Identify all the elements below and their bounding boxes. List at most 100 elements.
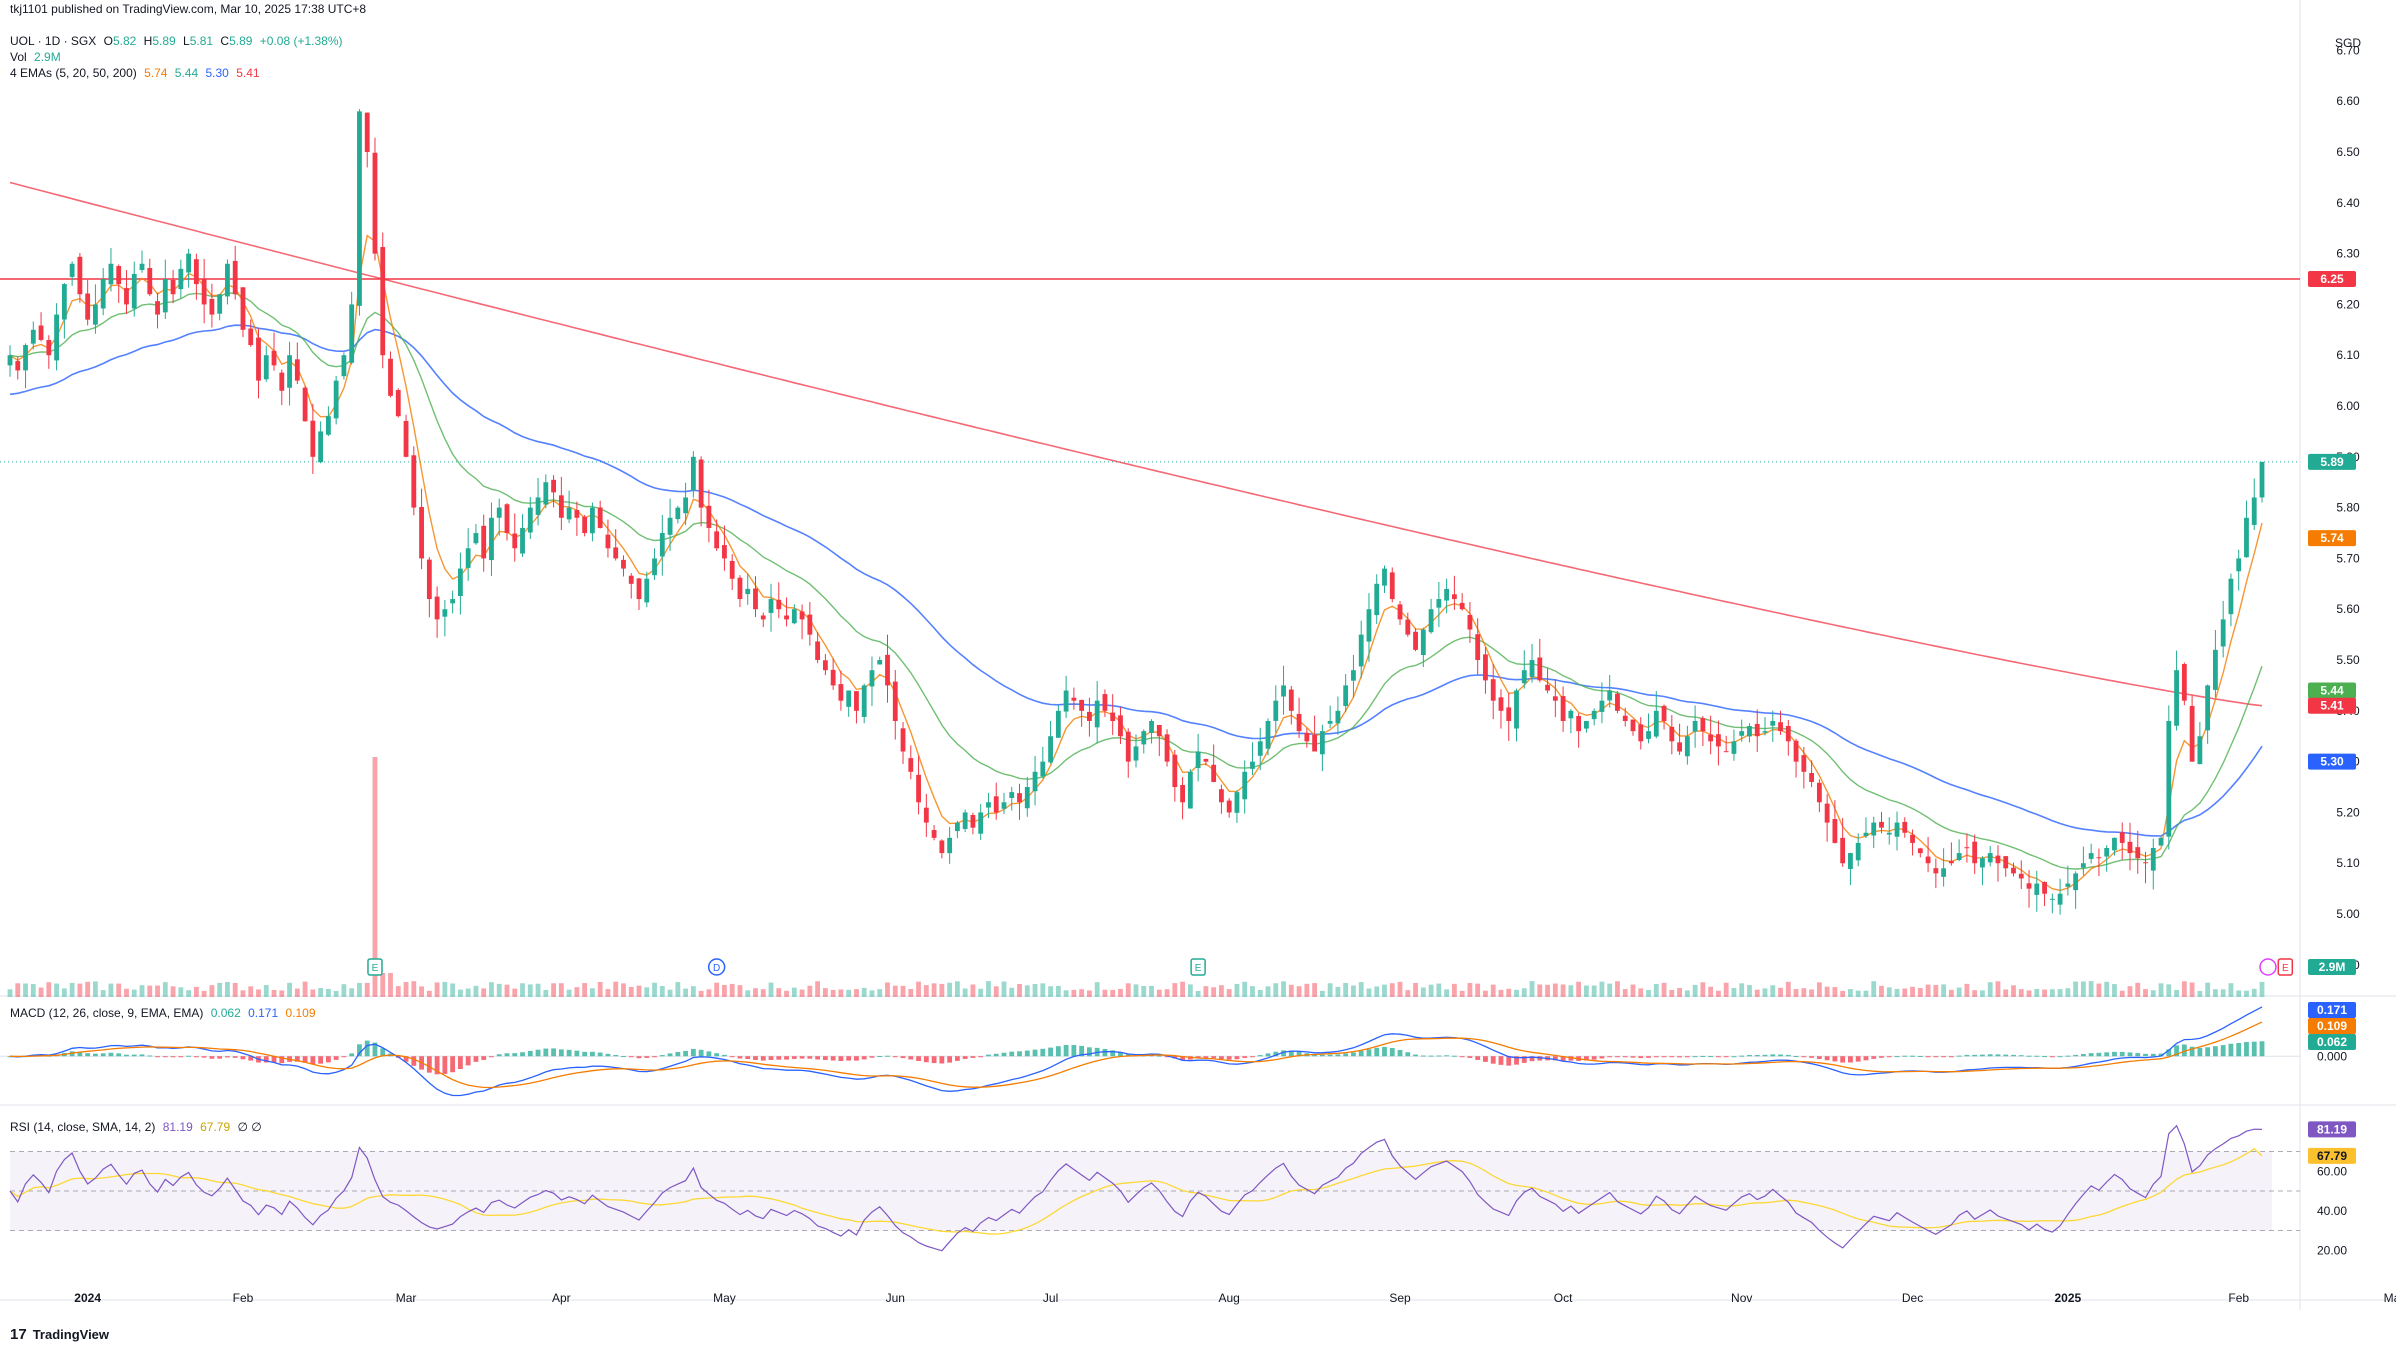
volume-bar xyxy=(1537,984,1543,997)
volume-bar xyxy=(1941,984,1947,997)
macd-hist-bar xyxy=(1226,1056,1232,1060)
volume-bar xyxy=(1366,988,1372,997)
volume-bar xyxy=(1327,983,1333,997)
volume-bar xyxy=(869,990,875,997)
candle-body xyxy=(900,728,906,752)
candle-body xyxy=(838,684,844,701)
candle-body xyxy=(1211,764,1217,782)
macd-hist-bar xyxy=(1754,1055,1760,1057)
tradingview-footer[interactable]: 17 TradingView xyxy=(10,1326,109,1343)
macd-hist-bar xyxy=(892,1056,898,1058)
ohlc-legend: UOL · 1D · SGX O5.82 H5.89 L5.81 C5.89 +… xyxy=(10,34,347,48)
candle-body xyxy=(776,599,782,610)
level-badge: 6.25 xyxy=(2320,272,2344,286)
open-value: 5.82 xyxy=(112,34,137,48)
candle-body xyxy=(2228,578,2234,615)
dividend-marker xyxy=(707,958,726,976)
volume-bar xyxy=(2112,984,2117,997)
candle-body xyxy=(1785,725,1791,742)
candle-body xyxy=(1032,771,1038,792)
candle-body xyxy=(1436,599,1442,608)
macd-hist-bar xyxy=(1001,1052,1007,1057)
candle-body xyxy=(1055,710,1061,738)
macd-signal-value: 0.109 xyxy=(285,1006,316,1020)
volume-bar xyxy=(861,987,867,997)
candle-body xyxy=(108,263,114,285)
candle-body xyxy=(527,507,533,533)
volume-bar xyxy=(1599,981,1605,997)
volume-bar xyxy=(2259,981,2265,997)
candle-body xyxy=(605,534,611,549)
rsi-tick-label: 40.00 xyxy=(2317,1204,2347,1218)
candle-body xyxy=(1273,700,1279,721)
candle-body xyxy=(263,355,269,380)
volume-bar xyxy=(1319,990,1325,997)
macd-hist-bar xyxy=(527,1050,533,1057)
macd-hist-bar xyxy=(1708,1056,1714,1058)
volume-bar xyxy=(1840,990,1846,997)
candle-body xyxy=(1063,690,1069,712)
volume-bar xyxy=(1669,989,1675,997)
macd-hist-bar xyxy=(900,1056,906,1059)
candle-body xyxy=(193,259,199,285)
candle-body xyxy=(2181,663,2187,701)
macd-hist-bar xyxy=(1607,1056,1613,1058)
candle-body xyxy=(2197,736,2203,765)
macd-hist-bar xyxy=(815,1056,821,1060)
volume-bar xyxy=(450,983,456,997)
candle-body xyxy=(1824,803,1830,823)
candle-body xyxy=(1902,821,1908,833)
macd-hist-bar xyxy=(597,1052,603,1057)
volume-bar xyxy=(916,981,921,997)
volume-bar xyxy=(1467,983,1473,997)
volume-bar xyxy=(473,985,479,997)
macd-hist-bar xyxy=(2251,1041,2257,1057)
ema20-value: 5.44 xyxy=(174,66,199,80)
macd-hist-bar xyxy=(1389,1048,1395,1057)
volume-bar xyxy=(1351,985,1356,997)
volume-bar xyxy=(1677,987,1682,997)
macd-hist-bar xyxy=(1118,1052,1123,1057)
volume-bar xyxy=(527,984,533,997)
volume-bar xyxy=(683,988,689,997)
volume-bar xyxy=(675,982,681,997)
candle-body xyxy=(1739,731,1745,736)
candle-body xyxy=(908,758,914,772)
macd-hist-bar xyxy=(1886,1056,1892,1058)
macd-hist-bar xyxy=(1009,1051,1015,1057)
macd-hist-bar xyxy=(714,1053,720,1057)
candle-body xyxy=(1203,758,1209,762)
volume-bar xyxy=(1723,982,1729,997)
macd-hist-bar xyxy=(1700,1055,1706,1057)
level-badge-bg xyxy=(2308,271,2356,288)
macd-hist-bar xyxy=(1071,1045,1077,1057)
price-tick-label: 6.50 xyxy=(2336,145,2360,159)
candle-body xyxy=(1700,718,1706,732)
volume-bar xyxy=(333,990,339,997)
candle-body xyxy=(1250,761,1255,769)
macd-hist-bar xyxy=(1467,1056,1473,1058)
macd-hist-bar xyxy=(2073,1054,2079,1057)
volume-bar xyxy=(1653,984,1659,997)
ema5-badge: 5.74 xyxy=(2320,531,2344,545)
candle-body xyxy=(85,293,91,320)
macd-hist-bar xyxy=(302,1056,308,1063)
volume-bar xyxy=(1242,981,1248,997)
volume-bar xyxy=(1234,983,1240,997)
price-tick-label: 5.00 xyxy=(2336,907,2360,921)
time-tick-label: Mar xyxy=(396,1291,417,1305)
candle-body xyxy=(1351,670,1356,681)
volume-bar xyxy=(426,990,432,997)
candle-body xyxy=(846,690,852,707)
macd-hist-bar xyxy=(279,1056,285,1064)
volume-bar xyxy=(1948,989,1954,997)
volume-bar xyxy=(411,981,417,997)
macd-hist-bar xyxy=(970,1056,976,1058)
macd-hist-bar xyxy=(737,1056,743,1059)
candle-body xyxy=(225,263,230,297)
macd-hist-bar xyxy=(621,1056,626,1058)
ema5-line xyxy=(9,234,2263,892)
volume-bar xyxy=(489,982,494,997)
macd-hist-bar xyxy=(1312,1054,1318,1057)
